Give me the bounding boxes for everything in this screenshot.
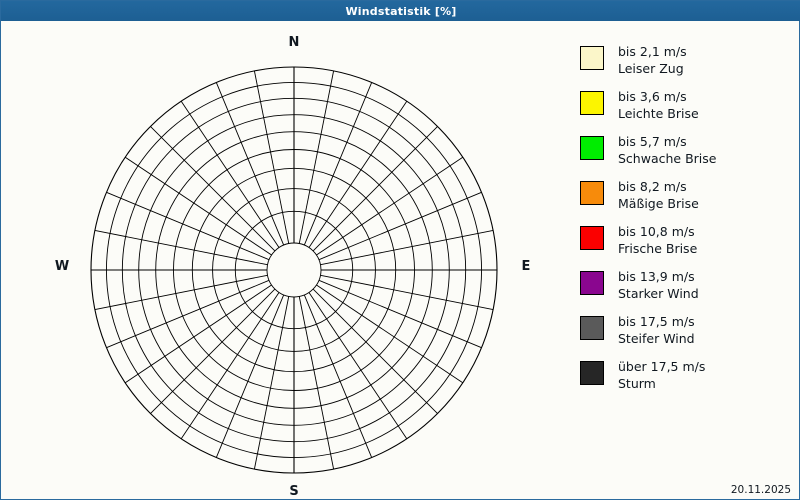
legend-label: bis 10,8 m/s Frische Brise	[618, 223, 697, 257]
legend-item[interactable]: über 17,5 m/s Sturm	[580, 358, 795, 394]
compass-label-east: E	[522, 259, 531, 274]
legend-item[interactable]: bis 3,6 m/s Leichte Brise	[580, 88, 795, 124]
legend-speed-range: bis 8,2 m/s	[618, 179, 687, 194]
legend-description: Mäßige Brise	[618, 196, 699, 211]
grid-spoke	[318, 191, 482, 261]
grid-spoke	[180, 100, 280, 248]
compass-label-west: W	[55, 259, 69, 274]
legend-speed-range: bis 10,8 m/s	[618, 224, 695, 239]
wind-rose-svg: N S W E	[55, 35, 531, 499]
legend-description: Leiser Zug	[618, 61, 684, 76]
legend-label: bis 5,7 m/s Schwache Brise	[618, 133, 716, 167]
grid-spoke	[253, 296, 290, 470]
grid-spoke	[316, 284, 464, 384]
compass-label-south: S	[289, 484, 298, 499]
grid-spoke	[215, 82, 285, 246]
legend-speed-range: bis 5,7 m/s	[618, 134, 687, 149]
legend-item[interactable]: bis 8,2 m/s Mäßige Brise	[580, 178, 795, 214]
legend-item[interactable]: bis 5,7 m/s Schwache Brise	[580, 133, 795, 169]
legend-description: Frische Brise	[618, 241, 698, 256]
legend-description: Leichte Brise	[618, 106, 699, 121]
legend-color-swatch	[580, 361, 604, 385]
legend-color-swatch	[580, 316, 604, 340]
grid-spoke	[106, 279, 270, 349]
legend-label: bis 8,2 m/s Mäßige Brise	[618, 178, 699, 212]
grid-spoke	[320, 229, 494, 266]
grid-spoke	[94, 229, 268, 266]
legend-label: über 17,5 m/s Sturm	[618, 358, 705, 392]
legend-label: bis 17,5 m/s Steifer Wind	[618, 313, 695, 347]
legend-item[interactable]: bis 2,1 m/s Leiser Zug	[580, 43, 795, 79]
grid-inner-circle	[266, 242, 322, 298]
legend-color-swatch	[580, 136, 604, 160]
legend-description: Sturm	[618, 376, 656, 391]
legend-label: bis 3,6 m/s Leichte Brise	[618, 88, 699, 122]
grid-spoke	[308, 292, 408, 440]
grid-spoke	[318, 279, 482, 349]
grid-spoke	[320, 274, 494, 311]
legend-item[interactable]: bis 13,9 m/s Starker Wind	[580, 268, 795, 304]
grid-spoke	[253, 70, 290, 244]
grid-spoke	[124, 284, 272, 384]
grid-spoke	[215, 294, 285, 458]
window-title-bar: Windstatistik [%]	[1, 1, 800, 21]
grid-spoke	[106, 191, 270, 261]
footer-date: 20.11.2025	[730, 484, 791, 496]
grid-spoke	[124, 156, 272, 256]
grid-spoke	[150, 288, 276, 414]
grid-spoke	[312, 126, 438, 252]
grid-spoke	[298, 296, 335, 470]
legend-description: Starker Wind	[618, 286, 699, 301]
legend-speed-range: über 17,5 m/s	[618, 359, 706, 374]
wind-rose: N S W E	[2, 21, 562, 499]
legend-speed-range: bis 2,1 m/s	[618, 44, 687, 59]
grid-spoke	[303, 294, 373, 458]
legend-description: Schwache Brise	[618, 151, 717, 166]
legend-color-swatch	[580, 91, 604, 115]
window-title: Windstatistik [%]	[345, 4, 457, 18]
legend-color-swatch	[580, 181, 604, 205]
legend-color-swatch	[580, 226, 604, 250]
grid-spoke	[316, 156, 464, 256]
grid-spoke	[150, 126, 276, 252]
legend-item[interactable]: bis 10,8 m/s Frische Brise	[580, 223, 795, 259]
grid-spoke	[94, 274, 268, 311]
legend-color-swatch	[580, 271, 604, 295]
legend-item[interactable]: bis 17,5 m/s Steifer Wind	[580, 313, 795, 349]
grid-spoke	[180, 292, 280, 440]
legend-speed-range: bis 3,6 m/s	[618, 89, 687, 104]
compass-label-north: N	[289, 35, 300, 50]
legend-speed-range: bis 17,5 m/s	[618, 314, 695, 329]
legend-color-swatch	[580, 46, 604, 70]
legend: bis 2,1 m/s Leiser Zug bis 3,6 m/s Leichte …	[580, 43, 795, 403]
legend-speed-range: bis 13,9 m/s	[618, 269, 695, 284]
polar-grid	[90, 66, 498, 474]
chart-canvas: N S W E bis 2,1 m/s Leiser Zug bis 3,6 m/s…	[2, 21, 799, 499]
legend-description: Steifer Wind	[618, 331, 695, 346]
legend-label: bis 13,9 m/s Starker Wind	[618, 268, 699, 302]
grid-spoke	[303, 82, 373, 246]
grid-spoke	[298, 70, 335, 244]
grid-spoke	[312, 288, 438, 414]
grid-spoke	[308, 100, 408, 248]
legend-label: bis 2,1 m/s Leiser Zug	[618, 43, 687, 77]
